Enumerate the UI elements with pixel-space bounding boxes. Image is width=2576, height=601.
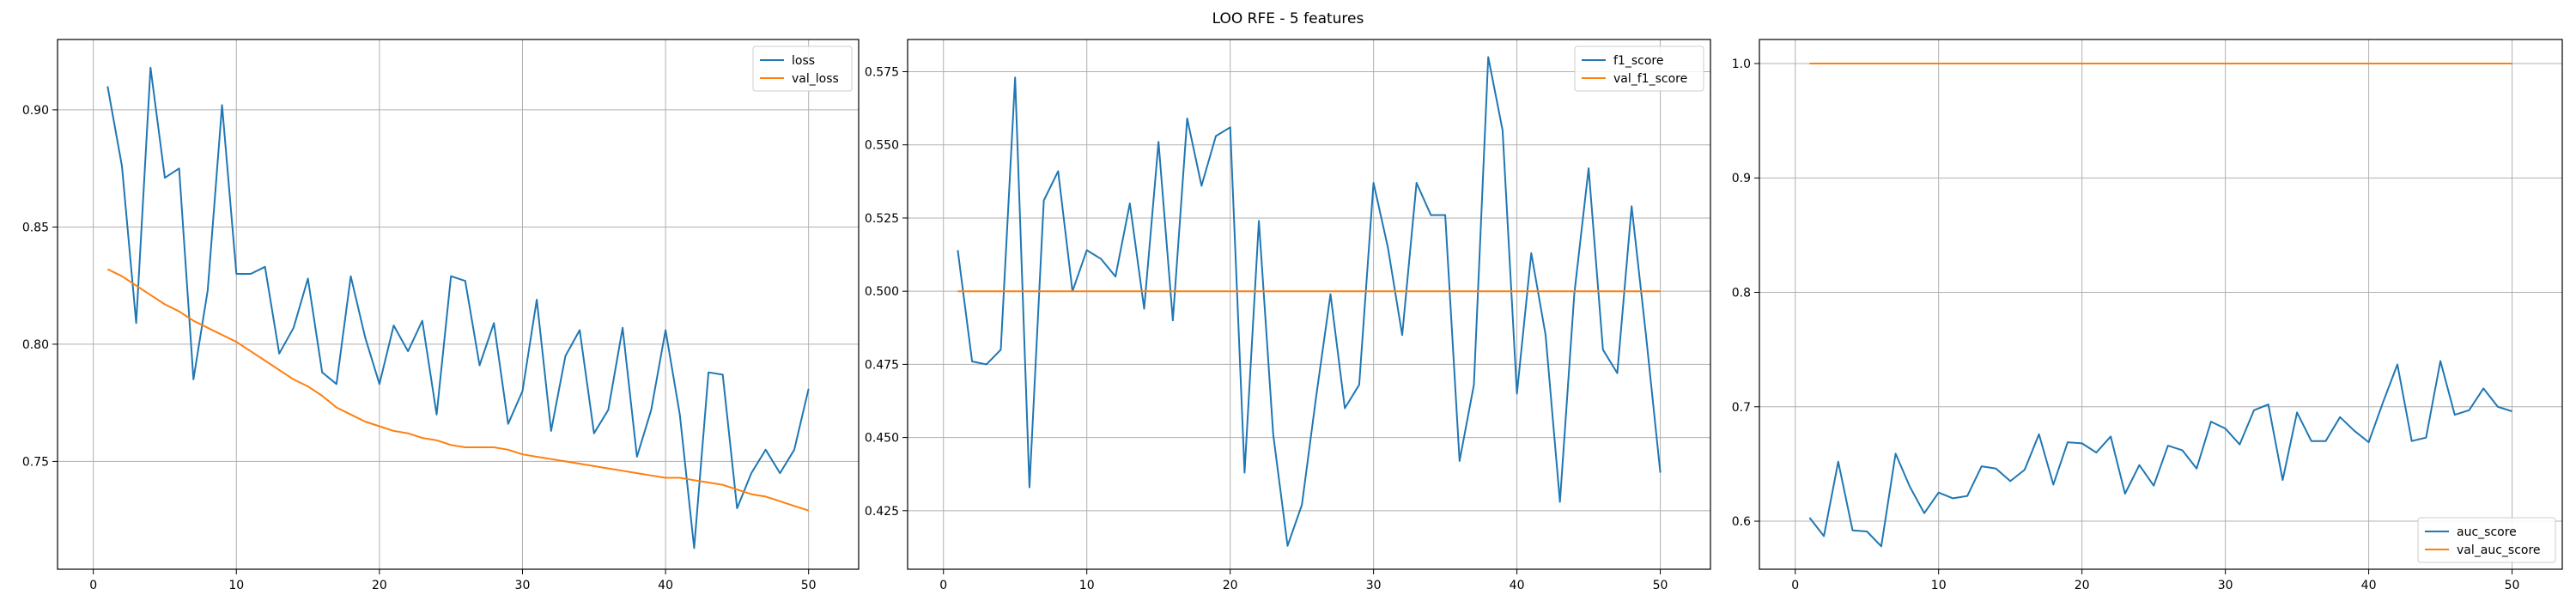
- loss-legend-box: [752, 46, 853, 92]
- auc-xtick-label-0: 0: [1791, 579, 1799, 592]
- figure-title: LOO RFE - 5 features: [1212, 10, 1364, 27]
- auc-ytick-label-1: 0.7: [1732, 401, 1751, 415]
- auc-ytick-label-2: 0.8: [1732, 287, 1751, 300]
- loss-xtick-label-1: 10: [228, 579, 244, 592]
- auc-xtick-label-1: 10: [1931, 579, 1947, 592]
- f1-ytick-label-0: 0.425: [865, 505, 899, 519]
- auc-xtick-label-2: 20: [2075, 579, 2090, 592]
- auc-ytick-label-0: 0.6: [1732, 515, 1751, 529]
- auc-xtick-label-4: 40: [2361, 579, 2377, 592]
- loss-legend-label-loss: loss: [792, 54, 815, 68]
- f1-ytick-label-3: 0.500: [865, 285, 899, 299]
- loss-series-loss: [106, 66, 810, 549]
- loss-ytick-label-0: 0.75: [22, 455, 49, 469]
- auc-ytick-label-3: 0.9: [1732, 172, 1751, 185]
- f1-xtick-label-3: 30: [1366, 579, 1382, 592]
- f1-ytick-label-4: 0.525: [865, 212, 899, 226]
- auc-legend-label-auc-score: auc_score: [2457, 525, 2517, 539]
- f1-ytick-label-5: 0.550: [865, 139, 899, 153]
- loss-legend-label-val-loss: val_loss: [792, 72, 839, 86]
- loss-xtick-label-2: 20: [372, 579, 387, 592]
- loss-xtick-label-3: 30: [515, 579, 531, 592]
- f1-xtick-label-2: 20: [1223, 579, 1238, 592]
- f1-xtick-label-5: 50: [1653, 579, 1668, 592]
- loss-axes-frame: [57, 39, 860, 570]
- loss-legend: loss val_loss: [752, 46, 853, 92]
- f1-legend-label-val-f1-score: val_f1_score: [1613, 72, 1687, 86]
- loss-series-val-loss: [106, 268, 810, 512]
- f1-axes-frame: [907, 39, 1711, 570]
- f1-ytick-label-6: 0.575: [865, 65, 899, 79]
- loss-xtick-label-5: 50: [801, 579, 817, 592]
- f1-xtick-label-4: 40: [1510, 579, 1525, 592]
- f1-score-panel: 0 10 20 30 40 50 0.425 0.450 0.475 0.500 0.525 0.55…: [865, 39, 1711, 592]
- f1-xtick-label-1: 10: [1079, 579, 1095, 592]
- loss-ytick-label-3: 0.90: [22, 104, 49, 118]
- f1-legend: f1_score val_f1_score: [1574, 46, 1704, 92]
- loss-ytick-label-2: 0.85: [22, 221, 49, 234]
- loss-ytick-label-1: 0.80: [22, 338, 49, 352]
- auc-xtick-label-3: 30: [2218, 579, 2233, 592]
- auc-ytick-label-4: 1.0: [1732, 58, 1751, 71]
- auc-legend: auc_score val_auc_score: [2417, 517, 2556, 563]
- auc-score-panel: 0 10 20 30 40 50 0.6 0.7 0.8 0.9 1.0 auc_score val_a…: [1732, 39, 2563, 592]
- loss-xtick-label-0: 0: [89, 579, 97, 592]
- auc-xtick-label-5: 50: [2505, 579, 2520, 592]
- f1-legend-box: [1574, 46, 1704, 92]
- auc-axes-frame: [1759, 39, 2563, 570]
- f1-xtick-label-0: 0: [939, 579, 947, 592]
- f1-series-f1-score: [957, 56, 1662, 547]
- auc-series-auc-score: [1808, 360, 2512, 548]
- loss-xtick-label-4: 40: [658, 579, 673, 592]
- f1-legend-label-f1-score: f1_score: [1613, 54, 1663, 68]
- auc-legend-box: [2417, 517, 2556, 563]
- auc-legend-label-val-auc-score: val_auc_score: [2457, 543, 2541, 557]
- f1-ytick-label-2: 0.475: [865, 358, 899, 372]
- loss-panel: 0 10 20 30 40 50 0.75 0.80 0.85 0.90 loss val_loss: [22, 39, 860, 592]
- f1-ytick-label-1: 0.450: [865, 432, 899, 446]
